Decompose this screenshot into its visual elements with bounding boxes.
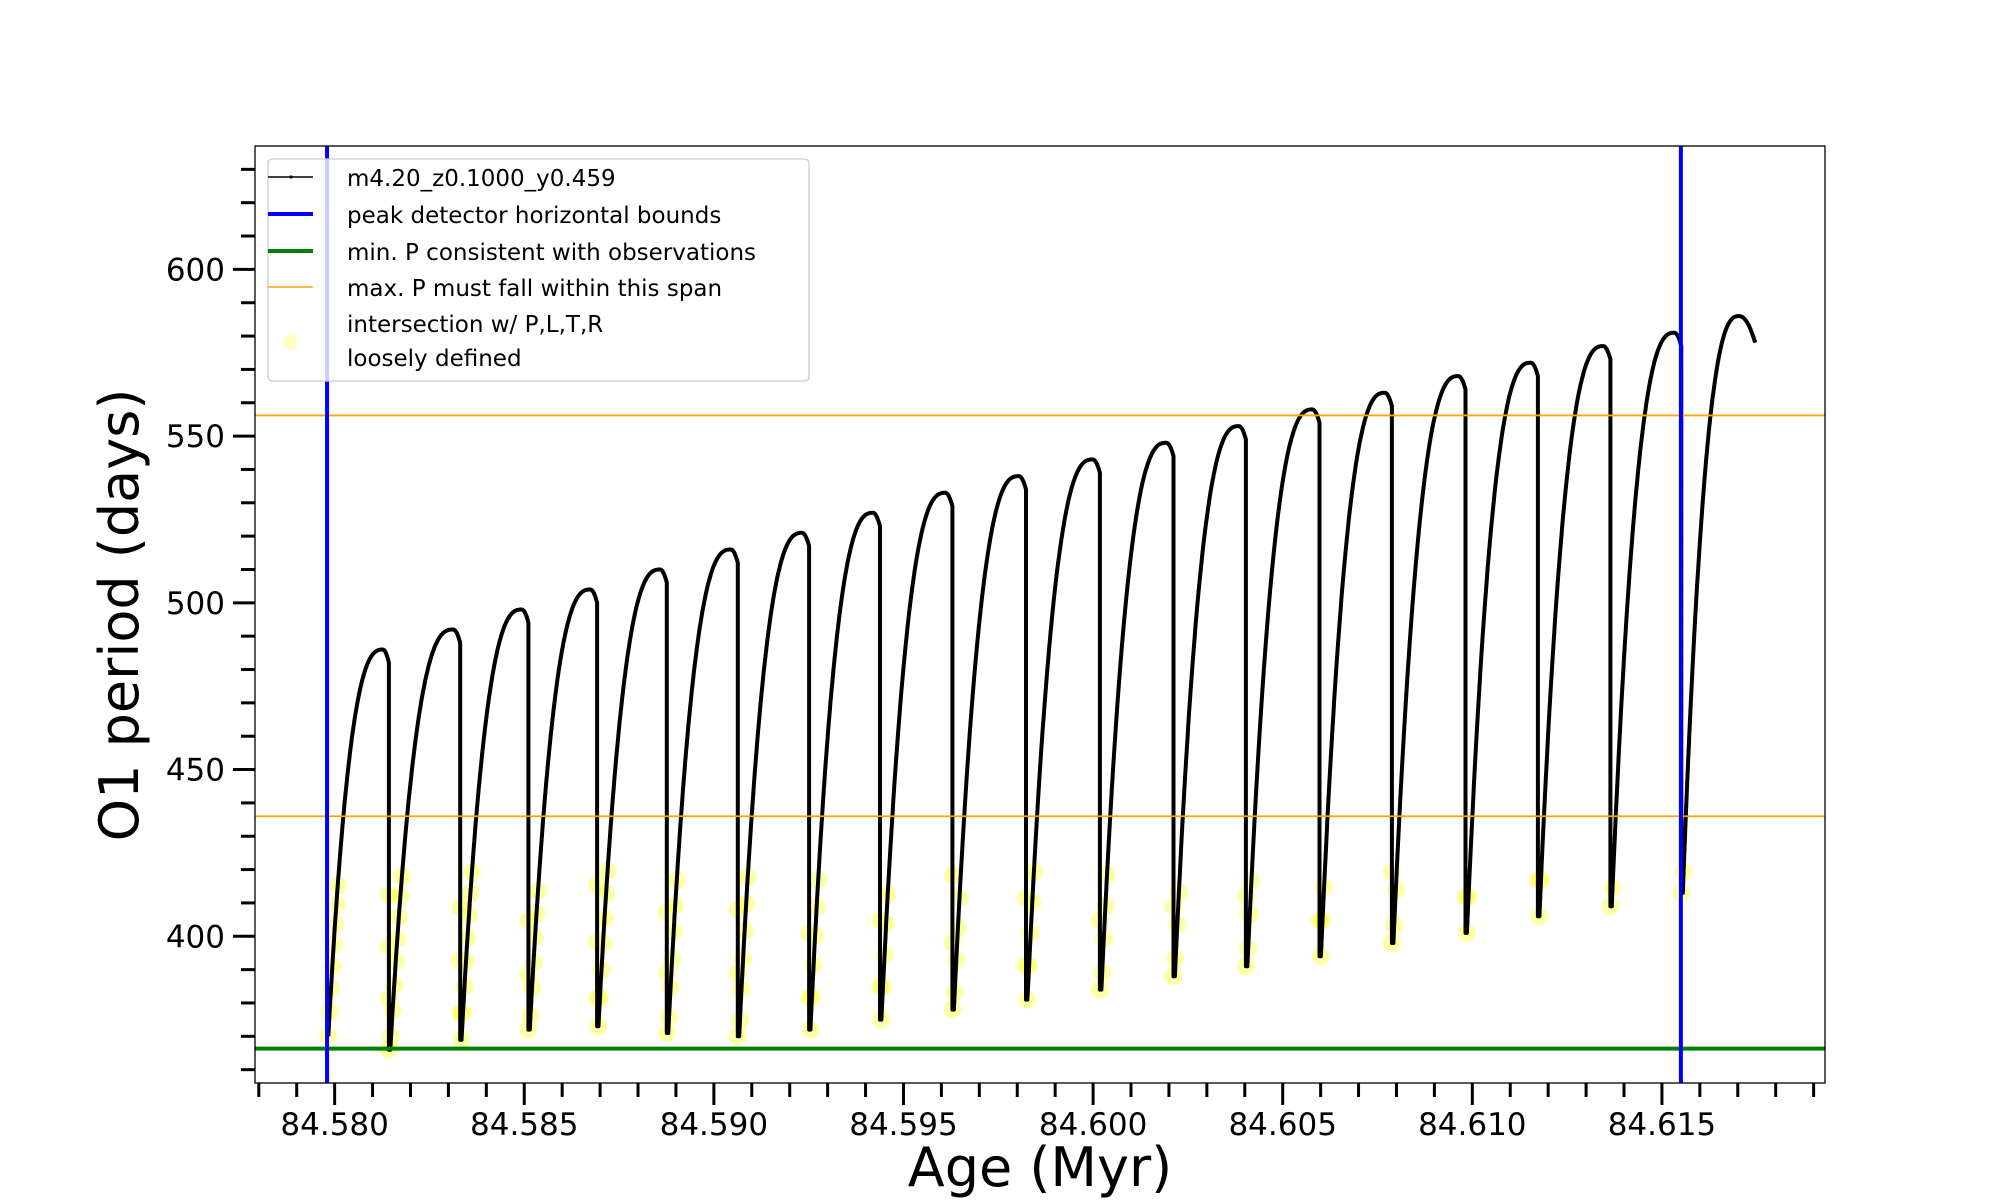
model-curve bbox=[326, 314, 1758, 1052]
y-axis-label: O1 period (days) bbox=[88, 389, 151, 842]
legend-label-min-p: min. P consistent with observations bbox=[347, 240, 756, 266]
legend-swatch-intersection bbox=[284, 334, 298, 350]
axis-ticks: 84.580 84.585 84.590 84.595 84.600 84.605 84.6… bbox=[166, 167, 1816, 1143]
x-tick-label: 84.610 bbox=[1418, 1107, 1526, 1143]
legend-label-bounds: peak detector horizontal bounds bbox=[347, 203, 721, 229]
plot-content bbox=[255, 146, 1825, 1083]
legend-box bbox=[267, 158, 810, 382]
legend-label-intersection-line2: loosely defined bbox=[347, 346, 522, 372]
x-tick-label: 84.595 bbox=[849, 1107, 957, 1143]
legend-marker-model bbox=[289, 175, 293, 179]
legend: m4.20_z0.1000_y0.459 peak detector horiz… bbox=[267, 158, 810, 382]
x-tick-label: 84.585 bbox=[470, 1107, 578, 1143]
y-tick-label: 500 bbox=[166, 586, 225, 622]
y-tick-label: 600 bbox=[166, 252, 225, 288]
x-axis-label: Age (Myr) bbox=[908, 1136, 1173, 1199]
plot-area bbox=[255, 146, 1825, 1083]
y-tick-label: 400 bbox=[166, 919, 225, 955]
y-tick-label: 550 bbox=[166, 419, 225, 455]
legend-label-model: m4.20_z0.1000_y0.459 bbox=[347, 166, 616, 192]
x-tick-label: 84.600 bbox=[1039, 1107, 1147, 1143]
x-tick-label: 84.615 bbox=[1608, 1107, 1716, 1143]
x-tick-label: 84.580 bbox=[280, 1107, 388, 1143]
y-tick-label: 450 bbox=[166, 753, 225, 789]
axes-frame bbox=[254, 145, 1826, 1084]
x-tick-label: 84.590 bbox=[660, 1107, 768, 1143]
legend-label-max-p: max. P must fall within this span bbox=[347, 276, 722, 302]
legend-label-intersection: intersection w/ P,L,T,R bbox=[347, 312, 603, 338]
x-tick-label: 84.605 bbox=[1228, 1107, 1336, 1143]
